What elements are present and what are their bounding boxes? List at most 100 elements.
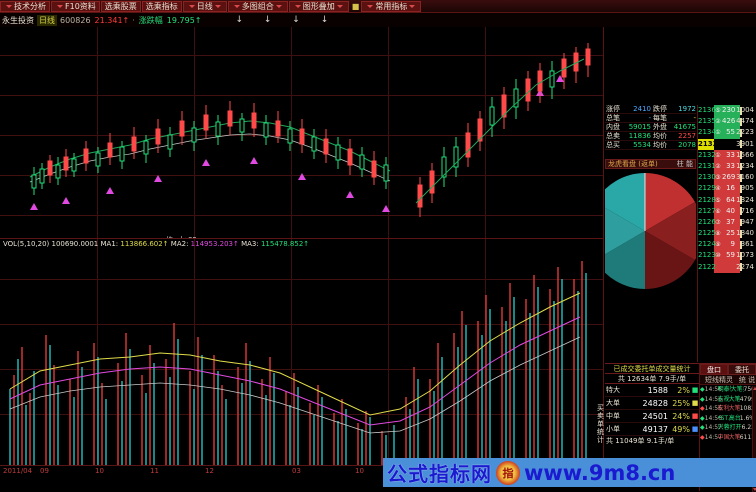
order-book-ladder[interactable]: 2136 ⑤ 230 1004 2135 ② 426 4474 2134 ① 55 2223 2133 3… bbox=[697, 105, 756, 362]
ladder-qty: 9 bbox=[730, 240, 735, 249]
ladder-qty: 55 bbox=[726, 128, 735, 137]
period-badge[interactable]: 日线 bbox=[37, 14, 57, 26]
subpanel-tab-1[interactable]: 委托 bbox=[728, 364, 756, 375]
ladder-row[interactable]: 2125 ⑧ 25 1840 bbox=[698, 228, 756, 240]
news-time: 14:57 bbox=[704, 433, 722, 441]
quote-label-left: 总笔 bbox=[606, 113, 620, 122]
longhu-header[interactable]: 龙虎看盘 (返单) 柱 能 bbox=[605, 159, 696, 169]
ladder-total: 1840 bbox=[736, 229, 754, 238]
ladder-total: 1073 bbox=[736, 251, 754, 260]
ladder-total: 2223 bbox=[736, 128, 754, 137]
ladder-row[interactable]: 2122 2274 bbox=[698, 261, 756, 273]
news-value: 1082 bbox=[739, 405, 755, 412]
vol-ma1: 113866.602↑ bbox=[120, 240, 169, 248]
quote-value-right: 2078 bbox=[678, 140, 696, 149]
ladder-row[interactable]: 2130 ③ 269 3160 bbox=[698, 172, 756, 184]
toolbar-item-7[interactable]: 常用指标 bbox=[361, 0, 422, 12]
chevron-down-icon bbox=[188, 4, 195, 8]
right-quote-panel: 涨停 2410 跌停 1972 总笔 - 每笔 - 内盘 59015 外盘 41675 总卖 11836 均… bbox=[587, 27, 756, 492]
toolbar-item-5[interactable]: 多图组合 bbox=[227, 0, 288, 12]
stock-name: 永生投资 bbox=[2, 15, 34, 25]
ladder-row[interactable]: 2133 3901 bbox=[698, 138, 756, 150]
toolbar-item-label: 图形叠加 bbox=[302, 1, 335, 11]
news-event: 大笔卖出 bbox=[728, 395, 740, 403]
news-row[interactable]: ◆14:57兴蓉盘打开跌停6.23 bbox=[700, 423, 756, 433]
chevron-down-icon bbox=[336, 4, 343, 8]
ladder-seq: ⑦ bbox=[715, 218, 721, 226]
toolbar-item-label: F10资料 bbox=[65, 1, 96, 11]
ladder-row[interactable]: 2131 ② 33 1234 bbox=[698, 160, 756, 173]
toolbar-item-2[interactable]: 选乘股票 bbox=[100, 0, 141, 12]
ladder-seq: ④ bbox=[715, 185, 721, 193]
ladder-row[interactable]: 2134 ① 55 2223 bbox=[698, 127, 756, 139]
volume-bars bbox=[9, 261, 587, 465]
date-tick: 11 bbox=[150, 467, 159, 475]
watermark-text: 公式指标网 bbox=[387, 462, 492, 486]
volume-indicator-pane[interactable]: VOL(5,10,20) 100690.0001 MA1: 113866.602… bbox=[0, 239, 604, 465]
subpanel-tabs[interactable]: 盘口 委托 bbox=[700, 364, 756, 375]
toolbar-item-3[interactable]: 选乘指标 bbox=[141, 0, 182, 12]
news-time: 14:56 bbox=[704, 386, 722, 393]
news-event: 大笔买入 bbox=[728, 405, 740, 412]
stats-title: 已成交委托单成交量统计 bbox=[605, 364, 699, 374]
ladder-total: 1234 bbox=[736, 161, 754, 170]
toolbar-item-4[interactable]: 日线 bbox=[182, 0, 227, 12]
news-list[interactable]: ◆14:56明泰铝业大笔卖出756◆14:56吉视传媒大笔卖出4799◆14:5… bbox=[700, 385, 756, 442]
chevron-down-icon bbox=[57, 4, 63, 8]
news-time: 14:56 bbox=[704, 405, 722, 412]
news-row[interactable]: ◆14:56吉视传媒大笔卖出4799 bbox=[700, 395, 756, 405]
ladder-row[interactable]: 2132 ① 33 1566 bbox=[698, 149, 756, 161]
news-stock: 明泰铝业 bbox=[717, 386, 731, 393]
change-value: 21.341↑ bbox=[94, 15, 130, 25]
ladder-total: 1824 bbox=[736, 195, 754, 204]
news-row[interactable]: ◆14:56*ST二纺B高台跳水1.6% bbox=[700, 414, 756, 424]
news-row[interactable]: ◆14:56宏利股份大笔买入1082 bbox=[700, 404, 756, 414]
ladder-row[interactable]: 2127 ⑥ 40 716 bbox=[698, 205, 756, 217]
date-tick: 12 bbox=[205, 467, 214, 475]
quote-row: 总卖 11836 均价 2257 bbox=[605, 132, 696, 141]
stats-row: 大单 24828 25% ■ bbox=[605, 397, 699, 410]
vol-ma1-label: MA1: bbox=[100, 240, 119, 248]
scroll-up-icon[interactable] bbox=[753, 387, 756, 390]
direction-icon: ◆ bbox=[700, 433, 705, 441]
quote-label-right: 每笔 bbox=[653, 113, 667, 122]
ladder-qty: 37 bbox=[726, 217, 735, 226]
ladder-total: 1004 bbox=[736, 106, 754, 114]
subpanel-tab-0[interactable]: 盘口 bbox=[700, 364, 728, 375]
ladder-row[interactable]: 2128 ⑤ 64 1824 bbox=[698, 194, 756, 206]
quote-value-left: 59015 bbox=[628, 122, 651, 131]
ladder-row[interactable]: 2123 ⑩ 59 1073 bbox=[698, 250, 756, 262]
ladder-price: 2122 bbox=[698, 262, 716, 271]
ladder-seq: ⑤ bbox=[715, 196, 721, 204]
ladder-price: 2132 bbox=[698, 150, 716, 159]
chevron-down-icon bbox=[294, 4, 301, 8]
direction-icon: ◆ bbox=[700, 386, 705, 393]
chevron-down-icon bbox=[233, 4, 240, 8]
ladder-total: 4474 bbox=[736, 117, 754, 126]
ladder-row[interactable]: 2136 ⑤ 230 1004 bbox=[698, 105, 756, 117]
price-chart-pane[interactable]: 均→七.35 bbox=[0, 27, 604, 239]
toolbar-item-0[interactable]: 技术分析 bbox=[0, 0, 50, 12]
ladder-price: 2125 bbox=[698, 229, 716, 238]
news-value: 4799 bbox=[739, 395, 755, 403]
ladder-row[interactable]: 2126 ⑦ 37 947 bbox=[698, 216, 756, 229]
news-row[interactable]: ◆14:56明泰铝业大笔卖出756 bbox=[700, 385, 756, 395]
ladder-row[interactable]: 2124 ⑨ 9 361 bbox=[698, 239, 756, 251]
stats-row-label: 大单 bbox=[606, 398, 620, 407]
stats-row-label: 小单 bbox=[606, 424, 620, 433]
news-stock: *ST二纺B bbox=[717, 414, 729, 422]
longhu-pie-chart bbox=[587, 171, 703, 291]
ladder-row[interactable]: 2129 ④ 16 905 bbox=[698, 183, 756, 195]
toolbar-item-6[interactable]: 图形叠加 bbox=[288, 0, 349, 12]
ladder-qty: 426 bbox=[722, 117, 736, 126]
ladder-price: 2129 bbox=[698, 184, 716, 193]
date-tick: 10 bbox=[355, 467, 364, 475]
toolbar-item-1[interactable]: F10资料 bbox=[51, 0, 100, 12]
news-event: 大笔买入 bbox=[728, 433, 740, 441]
ladder-row[interactable]: 2135 ② 426 4474 bbox=[698, 116, 756, 128]
news-event: 打开跌停 bbox=[729, 424, 742, 431]
quote-value-left: 2410 bbox=[633, 104, 651, 113]
news-row[interactable]: ◆14:57中国重工大笔买入6111 bbox=[700, 433, 756, 443]
quote-value-right: 41675 bbox=[673, 122, 696, 131]
ladder-price: 2131 bbox=[698, 161, 716, 170]
